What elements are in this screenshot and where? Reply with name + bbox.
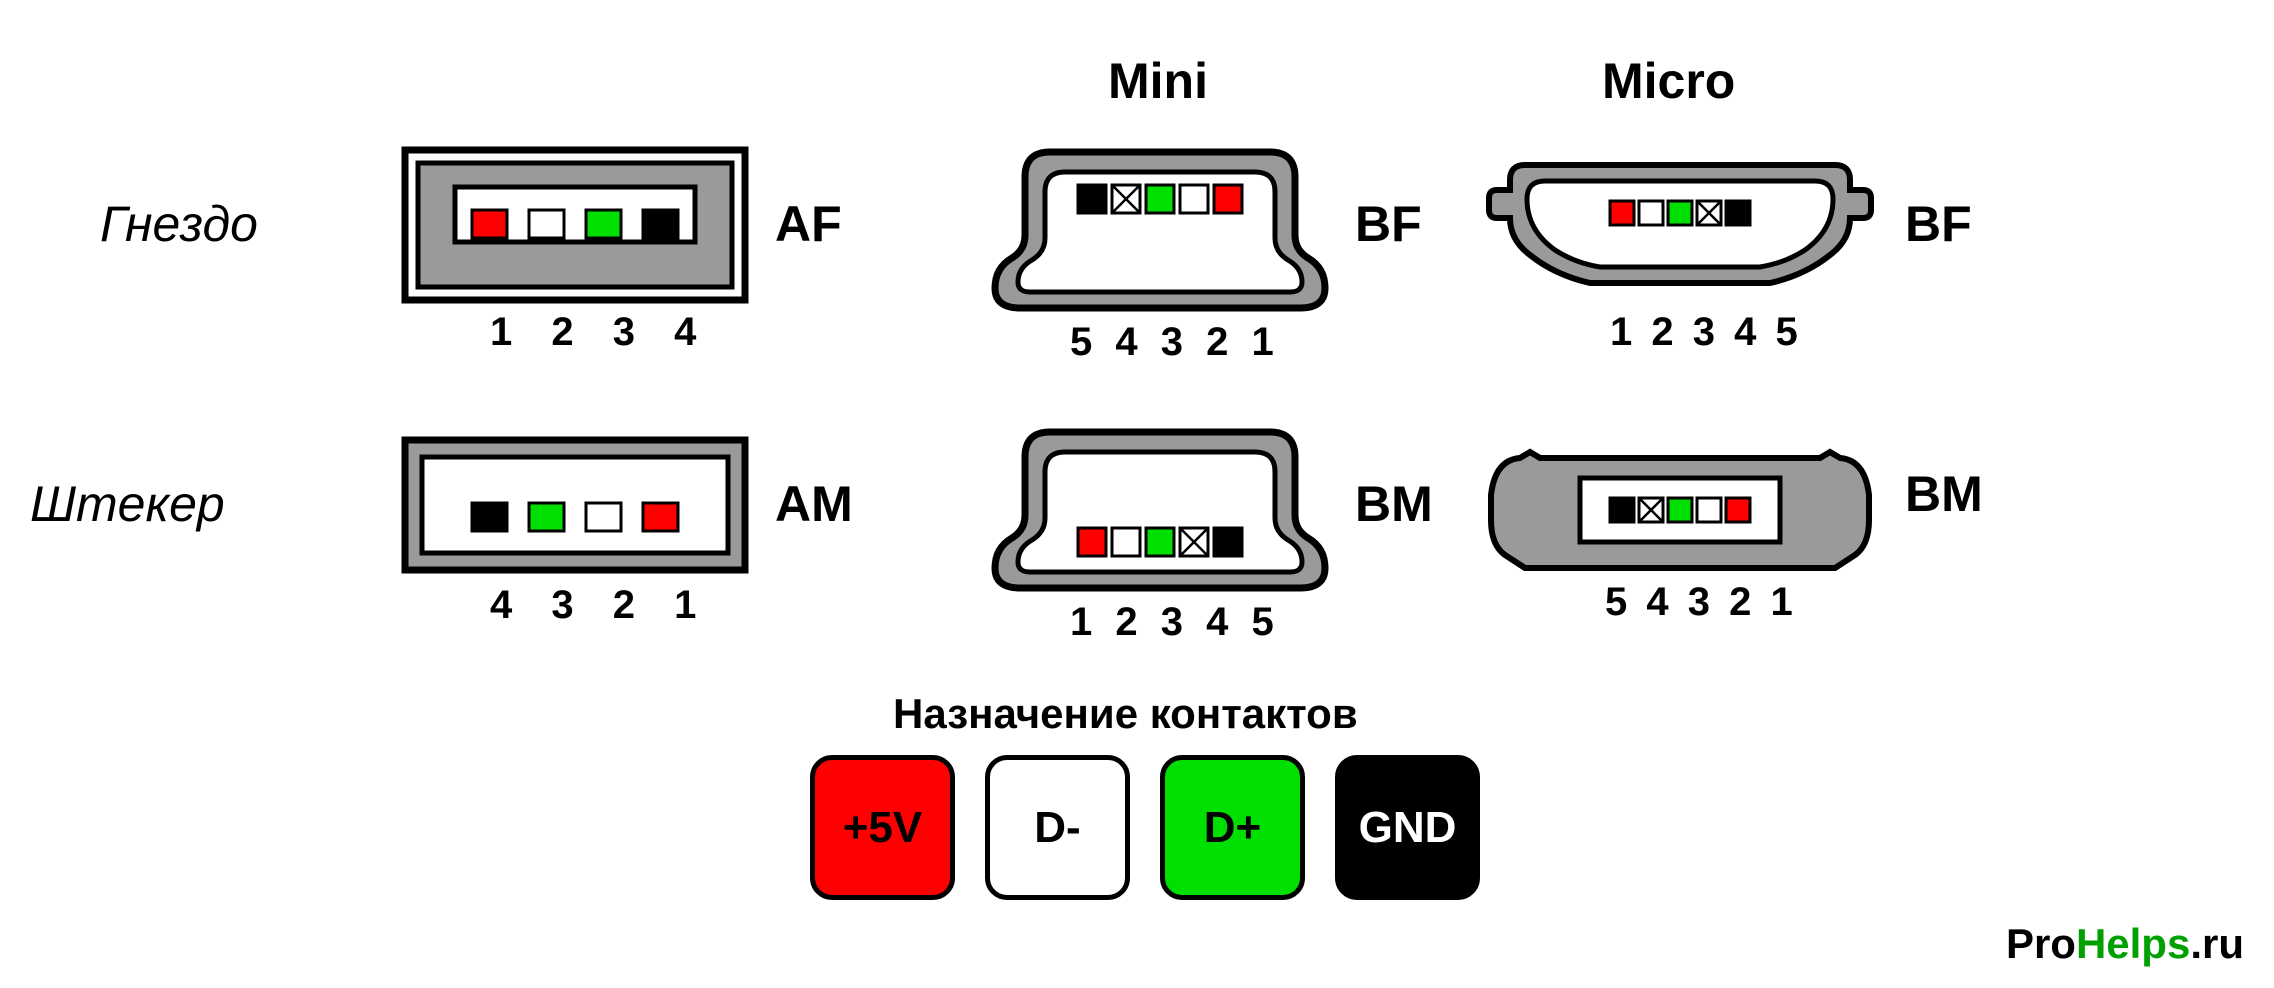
legend-label-dplus: D+ bbox=[1204, 803, 1261, 853]
legend-box-dminus: D- bbox=[985, 755, 1130, 900]
watermark: ProHelps.ru bbox=[2006, 920, 2244, 968]
legend-label-5v: +5V bbox=[843, 803, 923, 853]
legend-label-dminus: D- bbox=[1034, 803, 1080, 853]
type-label-bm-mini: BM bbox=[1355, 475, 1433, 533]
pin-label-af: 1 2 3 4 bbox=[490, 310, 710, 355]
legend-label-gnd: GND bbox=[1359, 803, 1457, 853]
pin-label-bm-mini: 1 2 3 4 5 bbox=[1070, 600, 1280, 645]
pin-label-bf-micro: 1 2 3 4 5 bbox=[1610, 310, 1802, 355]
type-label-bf-mini: BF bbox=[1355, 195, 1422, 253]
legend-box-dplus: D+ bbox=[1160, 755, 1305, 900]
type-label-bf-micro: BF bbox=[1905, 195, 1972, 253]
legend-title: Назначение контактов bbox=[893, 690, 1358, 738]
row-label-plug: Штекер bbox=[30, 475, 225, 533]
pin-label-bf-mini: 5 4 3 2 1 bbox=[1070, 320, 1280, 365]
row-label-socket: Гнездо bbox=[100, 195, 258, 253]
type-label-bm-micro: BM bbox=[1905, 465, 1983, 523]
col-header-micro: Micro bbox=[1602, 52, 1735, 110]
connector-bf-micro bbox=[1485, 155, 1875, 305]
connector-am bbox=[400, 435, 750, 580]
diagram-root: Mini Micro Гнездо Штекер AF 1 2 3 4 BF 5… bbox=[0, 0, 2274, 988]
type-label-am: AM bbox=[775, 475, 853, 533]
type-label-af: AF bbox=[775, 195, 842, 253]
watermark-helps: Helps bbox=[2076, 920, 2190, 967]
pin-label-am: 4 3 2 1 bbox=[490, 583, 710, 628]
pin-label-bm-micro: 5 4 3 2 1 bbox=[1605, 580, 1797, 625]
connector-bf-mini bbox=[990, 140, 1330, 320]
legend-row: +5V D- D+ GND bbox=[810, 755, 1480, 900]
legend-box-5v: +5V bbox=[810, 755, 955, 900]
watermark-pro: Pro bbox=[2006, 920, 2076, 967]
legend-box-gnd: GND bbox=[1335, 755, 1480, 900]
connector-af bbox=[400, 145, 750, 315]
connector-bm-mini bbox=[990, 420, 1330, 600]
connector-bm-micro bbox=[1485, 450, 1875, 580]
col-header-mini: Mini bbox=[1108, 52, 1208, 110]
watermark-ru: .ru bbox=[2190, 920, 2244, 967]
